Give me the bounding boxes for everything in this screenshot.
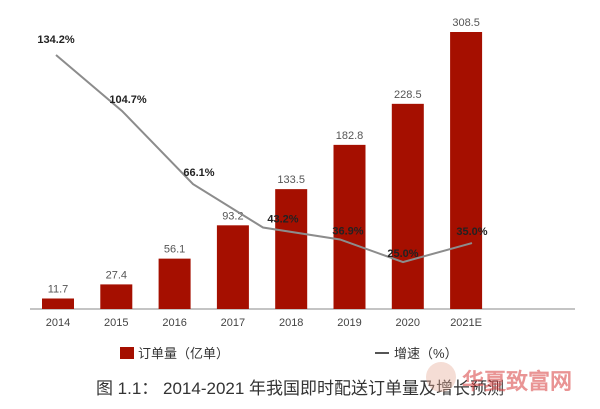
bar-label-2016: 56.1	[164, 244, 185, 256]
watermark: 华夏致富网	[462, 369, 573, 394]
chart-svg: 11.7 2014 27.4 2015 56.1 2016 93.2 2017 133.5 201…	[30, 17, 575, 329]
legend-line-swatch	[375, 351, 390, 354]
bar-label-2015: 27.4	[106, 269, 127, 281]
bar-label-2021E: 308.5	[452, 17, 480, 29]
line-label-2016: 66.1%	[183, 167, 214, 179]
bar-2015	[100, 284, 133, 309]
legend-bar-label: 订单量（亿单）	[138, 346, 230, 361]
bar-2016	[158, 258, 191, 309]
bar-2019	[333, 144, 366, 309]
legend-line-label: 增速（%）	[394, 346, 458, 361]
bar-2020	[391, 103, 424, 309]
x-tick-2019: 2019	[337, 317, 361, 329]
legend-bar-swatch	[120, 346, 134, 359]
x-tick-2020: 2020	[396, 317, 420, 329]
x-tick-2021E: 2021E	[450, 317, 482, 329]
x-tick-2014: 2014	[46, 317, 70, 329]
bar-2018	[275, 189, 308, 309]
line-label-2021E: 35.0%	[456, 226, 487, 238]
x-tick-2015: 2015	[104, 317, 128, 329]
figure-caption: 图 1.1： 2014-2021 年我国即时配送订单量及增长预测	[95, 379, 505, 398]
x-tick-2017: 2017	[221, 317, 245, 329]
line-label-2017: 43.2%	[267, 214, 298, 226]
x-tick-2018: 2018	[279, 317, 303, 329]
watermark-logo-icon	[426, 362, 456, 392]
growth-line	[55, 54, 473, 264]
bar-label-2014: 11.7	[48, 283, 69, 295]
bar-label-2018: 133.5	[277, 174, 305, 186]
bar-label-2020: 228.5	[394, 89, 422, 101]
bar-label-2017: 93.2	[222, 210, 243, 222]
line-label-2014: 134.2%	[37, 34, 75, 46]
bar-2021E	[450, 32, 483, 309]
bar-2014	[42, 298, 74, 309]
legend: 订单量（亿单） 增速（%）	[120, 343, 458, 362]
line-label-2015: 104.7%	[109, 94, 147, 106]
bar-2017	[216, 225, 249, 309]
line-label-2019: 36.9%	[332, 225, 363, 237]
line-label-2020: 25.0%	[387, 248, 418, 260]
bar-label-2019: 182.8	[336, 130, 364, 142]
x-tick-2016: 2016	[162, 317, 186, 329]
